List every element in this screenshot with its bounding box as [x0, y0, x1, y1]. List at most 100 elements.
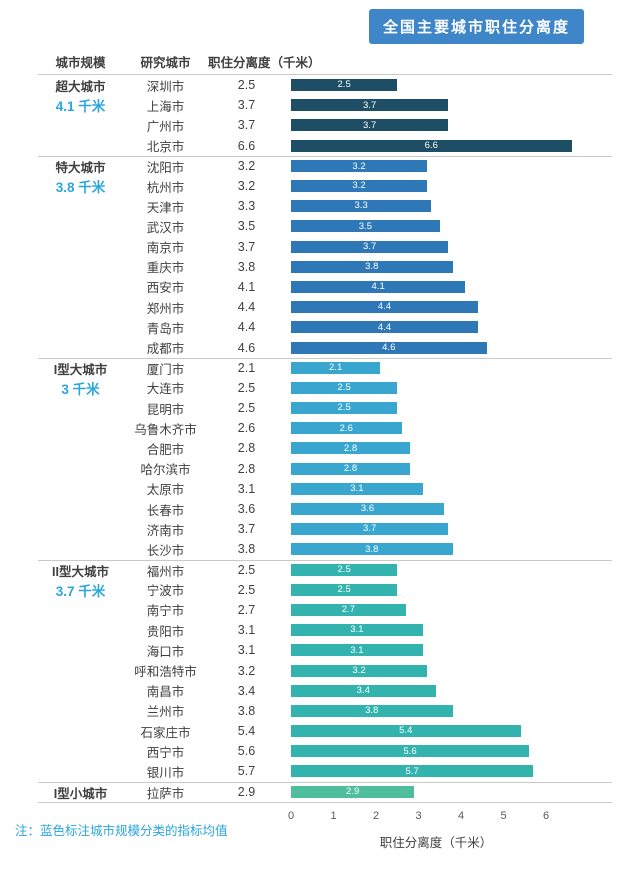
x-tick-label: 2	[372, 810, 380, 822]
separation-value: 3.3	[237, 199, 256, 214]
column-header-city: 研究城市	[140, 55, 191, 70]
value-bar: 3.7	[291, 240, 449, 253]
bar-track: 4.1	[285, 280, 612, 293]
value-bar: 4.4	[291, 301, 478, 314]
group-scale-label: I型大城市	[53, 362, 108, 377]
table-row: 3.7 千米 宁波市 2.5 2.5	[38, 580, 612, 600]
table-row: I型大城市 厦门市 2.1 2.1	[38, 357, 612, 378]
value-bar: 2.8	[291, 462, 410, 475]
separation-value: 2.7	[237, 602, 256, 617]
city-name: 呼和浩特市	[134, 665, 197, 680]
city-name: 合肥市	[146, 442, 185, 457]
bar-value-label: 4.1	[371, 281, 385, 293]
bar-value-label: 2.7	[341, 604, 355, 616]
separation-value: 2.5	[237, 78, 256, 93]
separation-value: 4.6	[237, 340, 256, 355]
bar-value-label: 5.4	[399, 725, 413, 737]
table-row: 超大城市 深圳市 2.5 2.5	[38, 75, 612, 95]
city-name: 石家庄市	[140, 725, 191, 740]
separation-value: 2.5	[237, 563, 256, 578]
city-name: 福州市	[146, 564, 185, 579]
city-name: 西安市	[146, 281, 185, 296]
footnote: 注：蓝色标注城市规模分类的指标均值	[15, 824, 228, 838]
group-scale-label: 超大城市	[55, 79, 106, 94]
column-header-scale: 城市规模	[55, 55, 106, 70]
table-row: 太原市 3.1 3.1	[38, 479, 612, 499]
bar-track: 3.8	[285, 543, 612, 556]
value-bar: 3.3	[291, 200, 432, 213]
value-bar: 3.8	[291, 260, 453, 273]
separation-table-chart: 城市规模 研究城市 职住分离度（千米） 超大城市 深圳市 2.5 2.5 4.1 千米 上…	[38, 48, 612, 803]
x-tick-label: 5	[500, 810, 507, 822]
separation-value: 3.1	[237, 623, 256, 638]
bar-value-label: 3.4	[356, 684, 370, 696]
bar-track: 2.9	[285, 786, 612, 799]
bar-track: 3.1	[285, 482, 612, 495]
bar-track: 3.2	[285, 160, 612, 173]
city-name: 哈尔滨市	[140, 463, 191, 478]
value-bar: 3.2	[291, 180, 427, 193]
separation-value: 3.2	[237, 663, 256, 678]
separation-value: 3.7	[237, 98, 256, 113]
city-name: 成都市	[146, 342, 185, 357]
x-tick-label: 1	[330, 810, 337, 822]
table-row: 广州市 3.7 3.7	[38, 115, 612, 135]
separation-value: 3.4	[237, 683, 256, 698]
table-row: 西安市 4.1 4.1	[38, 277, 612, 297]
table-row: 呼和浩特市 3.2 3.2	[38, 660, 612, 680]
table-header-row: 城市规模 研究城市 职住分离度（千米）	[38, 48, 612, 75]
value-bar: 3.7	[291, 523, 449, 536]
bar-track: 6.6	[285, 139, 612, 152]
separation-value: 3.7	[237, 118, 256, 133]
group-average-label: 3.8 千米	[55, 180, 106, 196]
bar-track: 5.4	[285, 725, 612, 738]
value-bar: 3.8	[291, 704, 453, 717]
city-name: 南京市	[146, 241, 185, 256]
table-row: 乌鲁木齐市 2.6 2.6	[38, 418, 612, 438]
separation-value: 2.5	[237, 582, 256, 597]
bar-value-label: 3.1	[350, 644, 364, 656]
value-bar: 4.4	[291, 321, 478, 334]
bar-value-label: 5.7	[405, 765, 419, 777]
separation-value: 2.9	[237, 785, 256, 800]
table-row: 3 千米 大连市 2.5 2.5	[38, 378, 612, 398]
value-bar: 3.2	[291, 160, 427, 173]
bar-track: 3.7	[285, 119, 612, 132]
separation-value: 2.8	[237, 441, 256, 456]
value-bar: 5.6	[291, 745, 529, 758]
table-row: 北京市 6.6 6.6	[38, 136, 612, 156]
value-bar: 3.5	[291, 220, 440, 233]
table-row: 特大城市 沈阳市 3.2 3.2	[38, 155, 612, 176]
bar-track: 3.7	[285, 523, 612, 536]
bar-track: 3.7	[285, 240, 612, 253]
group-average-label: 4.1 千米	[55, 99, 106, 115]
bar-value-label: 3.8	[365, 543, 379, 555]
bar-value-label: 2.6	[339, 422, 353, 434]
x-tick-label: 3	[415, 810, 422, 822]
value-bar: 2.9	[291, 786, 415, 799]
bar-value-label: 3.2	[352, 180, 366, 192]
table-row: 南京市 3.7 3.7	[38, 237, 612, 257]
bar-track: 5.6	[285, 745, 612, 758]
table-body: 超大城市 深圳市 2.5 2.5 4.1 千米 上海市 3.7 3.7 广州市 3.7 3.7 北京市…	[38, 75, 612, 803]
table-row: 武汉市 3.5 3.5	[38, 216, 612, 236]
x-axis-label: 职住分离度（千米）	[379, 836, 493, 850]
city-name: 深圳市	[146, 79, 185, 94]
value-bar: 3.8	[291, 543, 453, 556]
bar-value-label: 6.6	[424, 139, 438, 151]
group-average-label: 3 千米	[61, 381, 100, 397]
table-row: II型大城市 福州市 2.5 2.5	[38, 559, 612, 580]
bar-value-label: 2.5	[337, 584, 351, 596]
table-row: 昆明市 2.5 2.5	[38, 398, 612, 418]
separation-value: 4.4	[237, 320, 256, 335]
value-bar: 3.2	[291, 664, 427, 677]
table-row: 郑州市 4.4 4.4	[38, 297, 612, 317]
bar-value-label: 3.1	[350, 624, 364, 636]
bar-value-label: 3.7	[363, 523, 377, 535]
bar-value-label: 3.5	[358, 220, 372, 232]
separation-value: 4.1	[237, 279, 256, 294]
table-row: 银川市 5.7 5.7	[38, 761, 612, 781]
bar-track: 2.7	[285, 603, 612, 616]
city-name: 长春市	[146, 503, 185, 518]
bar-value-label: 2.5	[337, 79, 351, 91]
